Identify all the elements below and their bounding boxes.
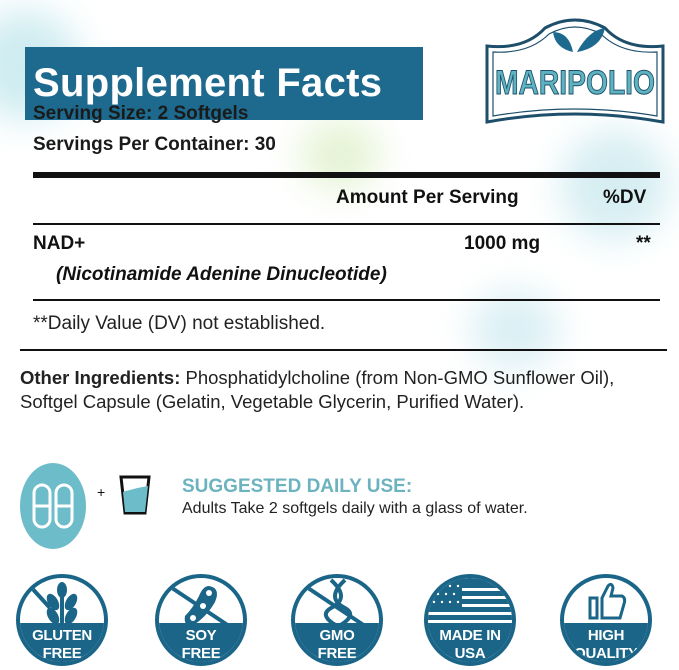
badge-gluten-free: GLUTEN FREE xyxy=(16,574,108,666)
divider xyxy=(33,223,660,225)
dv-header: %DV xyxy=(603,187,647,208)
badge-made-in-usa: MADE IN USA xyxy=(424,574,516,666)
badge-gmo-free: GMO FREE xyxy=(291,574,383,666)
badge-line2: QUALITY xyxy=(574,645,638,663)
badge-line1: HIGH xyxy=(587,627,625,645)
badge-line2: FREE xyxy=(42,645,82,663)
dna-icon xyxy=(303,578,367,628)
nutrient-subname: (Nicotinamide Adenine Dinucleotide) xyxy=(56,264,387,285)
other-ingredients: Other Ingredients: Phosphatidylcholine (… xyxy=(20,366,670,414)
badge-line2: USA xyxy=(454,645,486,663)
serving-size: Serving Size: 2 Softgels xyxy=(33,103,249,124)
badge-soy-free: SOY FREE xyxy=(155,574,247,666)
svg-text:MARIPOLIO: MARIPOLIO xyxy=(495,64,655,102)
badge-line1: MADE IN xyxy=(439,627,501,645)
wheat-icon xyxy=(28,582,78,625)
softgels-icon xyxy=(20,463,86,549)
other-ingredients-text: Phosphatidylcholine (from Non-GMO Sunflo… xyxy=(20,367,615,412)
other-ingredients-label: Other Ingredients: xyxy=(20,367,181,388)
thumbs-up-icon xyxy=(588,582,627,620)
brand-logo: MARIPOLIO xyxy=(485,14,665,126)
suggested-use-heading: SUGGESTED DAILY USE: xyxy=(182,476,413,497)
badge-line2: FREE xyxy=(181,645,221,663)
nutrient-amount: 1000 mg xyxy=(464,233,541,254)
page-title: Supplement Facts xyxy=(25,47,423,120)
glass-of-water-icon xyxy=(118,474,152,521)
nutrient-name: NAD+ xyxy=(33,233,86,254)
divider xyxy=(33,299,660,301)
dv-footnote: **Daily Value (DV) not established. xyxy=(33,313,326,334)
badge-line1: SOY xyxy=(185,627,217,645)
divider xyxy=(20,349,667,351)
badge-line1: GMO xyxy=(319,627,355,645)
plus-sign: + xyxy=(97,484,106,500)
amount-header: Amount Per Serving xyxy=(336,187,519,208)
suggested-use-text: Adults Take 2 softgels daily with a glas… xyxy=(182,500,528,517)
badge-line1: GLUTEN xyxy=(32,627,92,645)
us-flag-icon xyxy=(428,578,512,628)
badge-line2: FREE xyxy=(317,645,357,663)
thick-divider xyxy=(33,172,660,178)
nutrient-dv: ** xyxy=(636,233,651,254)
soybean-icon xyxy=(167,584,231,628)
badge-high-quality: HIGH QUALITY xyxy=(560,574,652,666)
servings-per-container: Servings Per Container: 30 xyxy=(33,134,276,155)
